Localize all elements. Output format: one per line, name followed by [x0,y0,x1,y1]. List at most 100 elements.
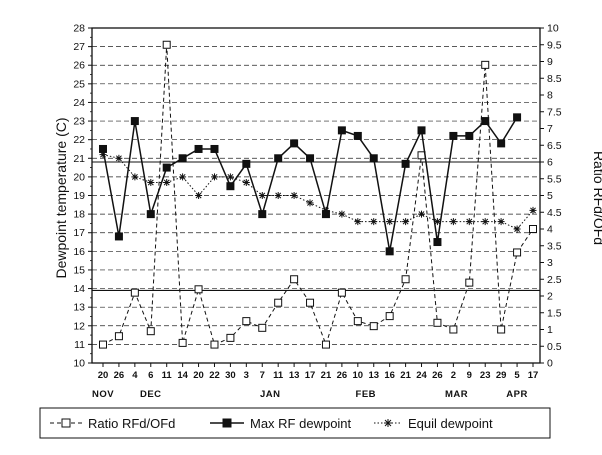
data-point [465,218,473,226]
data-point [306,298,315,307]
legend: Ratio RFd/OFd Max RF dewpoint Equil dewp… [39,407,551,439]
data-point [417,126,426,135]
data-point [465,278,474,287]
asterisk-stroke [195,192,202,199]
data-point [274,154,283,163]
x-tick-label: 26 [432,370,443,381]
y-right-tick-label: 7.5 [547,106,562,118]
y-left-tick-label: 18 [73,209,85,221]
month-label: JAN [260,389,281,400]
asterisk-stroke [514,226,521,232]
x-tick-label: 17 [305,370,316,381]
month-label: MAR [445,389,468,400]
data-point [290,275,299,284]
data-point [306,199,314,207]
asterisk-stroke [275,192,282,199]
x-tick-label: 20 [98,370,109,381]
data-point [337,126,346,135]
series-ratio [99,40,537,349]
x-tick-label: 5 [514,370,520,381]
y-right-tick-label: 3 [547,257,553,269]
y-right-tick-label: 2 [547,291,553,303]
y-axis-right-ticks: 0 0.5 1 1.5 2 2.5 3 3.5 4 4.5 5 5.5 6 6.5 7 7.5 8 8.5 9 9.5… [540,23,562,370]
data-point [354,218,362,226]
data-point [178,154,187,163]
data-point [497,139,506,148]
y-right-tick-label: 1 [547,324,553,336]
legend-item-equil: Equil dewpoint [374,416,493,431]
data-point [449,131,458,140]
y-right-tick-label: 0 [547,358,553,370]
data-point [338,210,346,218]
y-left-tick-label: 25 [73,78,85,90]
data-point [513,113,522,122]
x-tick-label: 17 [528,370,539,381]
data-point [179,173,187,181]
y-right-tick-label: 8 [547,90,553,102]
y-right-tick-label: 4 [547,224,553,236]
legend-box [39,407,551,439]
y-right-tick-label: 8.5 [547,73,562,85]
y-left-tick-label: 21 [73,153,85,165]
data-point [162,163,171,172]
x-tick-label: 24 [416,370,427,381]
data-point [114,332,123,341]
data-point [210,144,219,153]
data-point [130,288,139,297]
data-point [194,285,203,294]
asterisk-stroke [163,179,170,186]
legend-label-equil: Equil dewpoint [408,416,493,431]
data-point [513,248,522,257]
data-point [290,139,299,148]
y-left-tick-label: 26 [73,60,85,72]
asterisk-stroke [179,173,186,180]
data-point [369,154,378,163]
y-right-tick-label: 10 [547,23,559,35]
y-left-tick-label: 19 [73,190,85,202]
x-tick-label: 16 [384,370,395,381]
x-tick-label: 26 [114,370,125,381]
x-tick-label: 13 [368,370,379,381]
data-point [465,131,474,140]
y-right-tick-label: 2.5 [547,274,562,286]
asterisk-stroke [386,218,393,225]
asterisk-stroke [482,218,489,225]
y-right-tick-label: 0.5 [547,341,562,353]
asterisk-stroke [418,211,425,218]
data-point [529,206,537,214]
data-point [386,218,394,226]
y-left-tick-label: 27 [73,41,85,53]
asterisk-stroke [530,207,536,214]
data-point [242,159,251,168]
legend-item-ratio: Ratio RFd/OFd [50,416,175,431]
data-point [147,179,155,186]
y-right-tick-label: 9 [547,56,553,68]
asterisk-stroke [307,199,313,206]
y-right-tick-label: 4.5 [547,207,562,219]
month-label: DEC [140,389,162,400]
x-tick-label: 3 [244,370,249,381]
data-point [274,192,282,199]
x-tick-label: 6 [148,370,153,381]
x-tick-label: 23 [480,370,491,381]
data-point [402,218,410,226]
data-point [258,210,267,219]
series-group [99,40,537,349]
y-axis-right-title: Ratio RFd/OFd [591,151,602,245]
x-tick-label: 14 [177,370,188,381]
legend-marker-equil [384,419,392,427]
data-point [195,192,203,199]
data-point [481,218,489,226]
y-left-tick-label: 20 [73,171,85,183]
data-point [274,298,283,307]
asterisk-stroke [370,218,377,225]
data-point [242,179,250,186]
data-point [497,325,506,334]
data-point [226,173,234,181]
asterisk-stroke [131,173,138,180]
y-left-tick-label: 14 [73,283,85,295]
data-point [99,340,107,349]
data-point [99,144,107,153]
legend-marker-max-rf [222,418,232,428]
